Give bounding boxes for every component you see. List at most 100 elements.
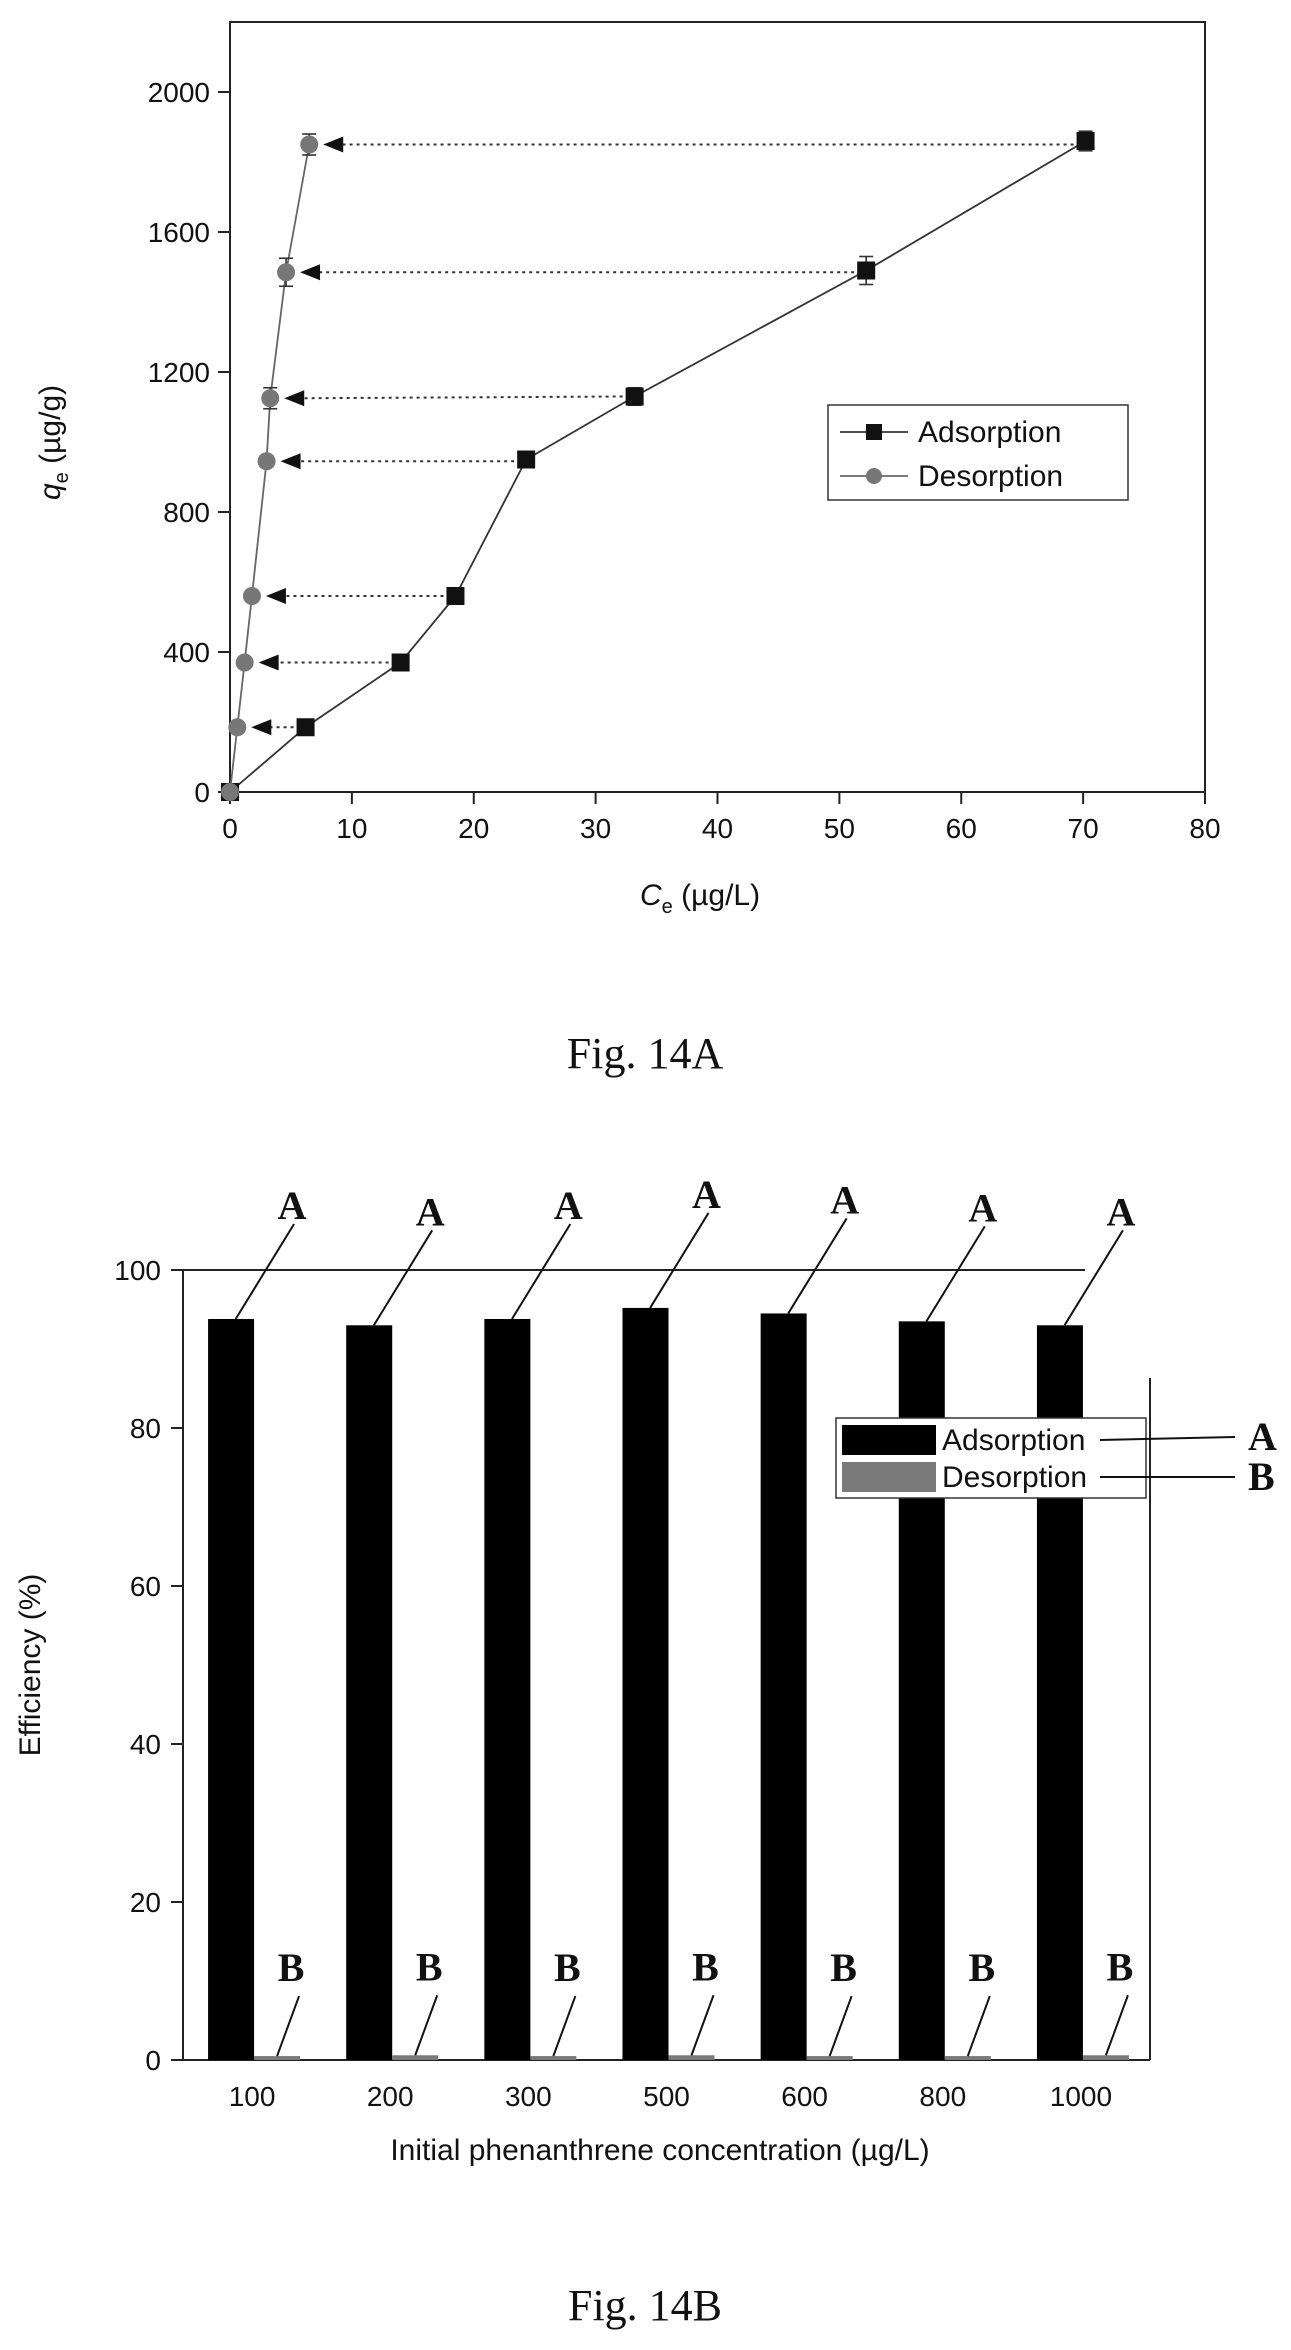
desorption-point bbox=[300, 135, 319, 154]
adsorption-point bbox=[446, 587, 465, 605]
x-tick-label: 10 bbox=[336, 813, 367, 844]
legend-letter-a: A bbox=[1248, 1414, 1277, 1459]
y-tick-label: 40 bbox=[130, 1729, 161, 1760]
leader-line-a bbox=[787, 1217, 848, 1314]
adsorption-bar bbox=[484, 1318, 531, 2060]
leader-line-b bbox=[828, 1995, 853, 2057]
adsorption-point bbox=[391, 653, 410, 672]
x-tick-label: 500 bbox=[643, 2081, 690, 2112]
x-tick-label: 70 bbox=[1068, 813, 1099, 844]
legend-des-label: Desorption bbox=[918, 460, 1063, 493]
y-tick-label: 0 bbox=[145, 2045, 161, 2076]
x-tick-label: 20 bbox=[458, 813, 489, 844]
caption-fig-14b: Fig. 14B bbox=[568, 2281, 722, 2330]
caption-fig-14a: Fig. 14A bbox=[567, 1029, 724, 1078]
adsorption-bar bbox=[208, 1318, 255, 2060]
adsorption-bar bbox=[346, 1325, 393, 2060]
label-a: A bbox=[692, 1172, 721, 1217]
x-tick-label: 800 bbox=[919, 2081, 966, 2112]
label-a: A bbox=[554, 1183, 583, 1228]
arrow-head bbox=[280, 453, 301, 470]
y-tick-label: 100 bbox=[114, 1255, 161, 1286]
label-b: B bbox=[968, 1945, 995, 1990]
adsorption-bar bbox=[760, 1313, 807, 2060]
leader-line-a bbox=[511, 1223, 572, 1320]
label-b: B bbox=[416, 1944, 443, 1989]
legend-ads-swatch bbox=[842, 1425, 936, 1455]
x-tick-label: 80 bbox=[1189, 813, 1220, 844]
x-axis-title-main: C bbox=[640, 879, 662, 912]
y-axis-title-sub: e bbox=[51, 472, 73, 483]
desorption-point bbox=[242, 587, 261, 605]
desorption-bar bbox=[254, 2056, 301, 2060]
bars: A B A B A B A B A B A B A B bbox=[208, 1172, 1135, 2060]
label-b: B bbox=[554, 1945, 581, 1990]
y-axis-ticks: 0 20 40 60 80 100 bbox=[114, 1255, 183, 2076]
label-b: B bbox=[830, 1945, 857, 1990]
desorption-bar bbox=[668, 2055, 715, 2060]
x-tick-label: 300 bbox=[505, 2081, 552, 2112]
leader-line-b bbox=[276, 1995, 301, 2057]
y-tick-label: 20 bbox=[130, 1887, 161, 1918]
desorption-bar bbox=[530, 2056, 577, 2060]
adsorption-bar bbox=[622, 1307, 669, 2060]
legend-letter-b: B bbox=[1248, 1454, 1275, 1499]
legend-ads-label: Adsorption bbox=[942, 1424, 1085, 1457]
desorption-point bbox=[257, 452, 276, 471]
y-tick-label: 60 bbox=[130, 1571, 161, 1602]
leader-line-a bbox=[649, 1212, 710, 1309]
arrow-head bbox=[284, 390, 305, 407]
legend-des-marker bbox=[866, 468, 882, 484]
desorption-point bbox=[228, 718, 247, 737]
leader-line-a bbox=[925, 1225, 986, 1322]
y-axis-title: qe (µg/g) bbox=[34, 385, 73, 500]
desorption-point bbox=[261, 389, 280, 408]
desorption-bar bbox=[944, 2056, 991, 2060]
arrow-head bbox=[265, 588, 286, 604]
x-tick-label: 50 bbox=[824, 813, 855, 844]
label-a: A bbox=[830, 1177, 859, 1222]
x-axis-title-unit: (µg/L) bbox=[673, 879, 760, 912]
x-tick-label: 30 bbox=[580, 813, 611, 844]
leader-line-a bbox=[372, 1229, 434, 1326]
desorption-bar bbox=[1082, 2055, 1129, 2060]
legend-ads-label: Adsorption bbox=[918, 416, 1061, 449]
arrow-head bbox=[251, 719, 272, 736]
legend-a-box bbox=[827, 404, 1129, 501]
y-axis-ticks: 0 400 800 1200 1600 2000 bbox=[148, 77, 230, 808]
arrow-head bbox=[258, 654, 279, 671]
x-tick-label: 1000 bbox=[1050, 2081, 1112, 2112]
leader-line-b bbox=[414, 1994, 439, 2056]
desorption-line bbox=[229, 144, 311, 793]
y-tick-label: 1200 bbox=[148, 357, 210, 388]
label-a: A bbox=[416, 1189, 445, 1234]
x-tick-label: 100 bbox=[229, 2081, 276, 2112]
y-tick-label: 800 bbox=[163, 497, 210, 528]
adsorption-point bbox=[1076, 132, 1095, 150]
arrow-head bbox=[323, 136, 344, 153]
y-tick-label: 2000 bbox=[148, 77, 210, 108]
x-axis-title-sub: e bbox=[662, 896, 673, 918]
desorption-point bbox=[221, 783, 239, 801]
legend-des-swatch bbox=[842, 1462, 936, 1492]
desorption-point bbox=[235, 653, 254, 672]
leader-line-a bbox=[234, 1223, 295, 1320]
leader-line-a bbox=[1063, 1229, 1124, 1326]
y-axis-title: Efficiency (%) bbox=[14, 1574, 47, 1757]
y-tick-label: 400 bbox=[163, 637, 210, 668]
adsorption-point bbox=[857, 261, 876, 280]
label-b: B bbox=[278, 1945, 305, 1990]
y-axis-title-unit: (µg/g) bbox=[34, 385, 67, 472]
legend-a: Adsorption Desorption bbox=[827, 404, 1129, 501]
leader-line-b bbox=[966, 1995, 991, 2057]
x-tick-label: 600 bbox=[781, 2081, 828, 2112]
desorption-point bbox=[277, 263, 296, 282]
label-a: A bbox=[278, 1183, 307, 1228]
x-tick-label: 200 bbox=[367, 2081, 414, 2112]
arrow-connectors bbox=[251, 136, 1074, 736]
x-axis-title: Initial phenanthrene concentration (µg/L… bbox=[390, 2134, 929, 2167]
leader-line-b bbox=[1104, 1994, 1129, 2056]
x-axis-ticks: 100 200 300 500 600 800 1000 bbox=[229, 2081, 1112, 2112]
legend-b: Adsorption Desorption A B bbox=[835, 1414, 1277, 1499]
